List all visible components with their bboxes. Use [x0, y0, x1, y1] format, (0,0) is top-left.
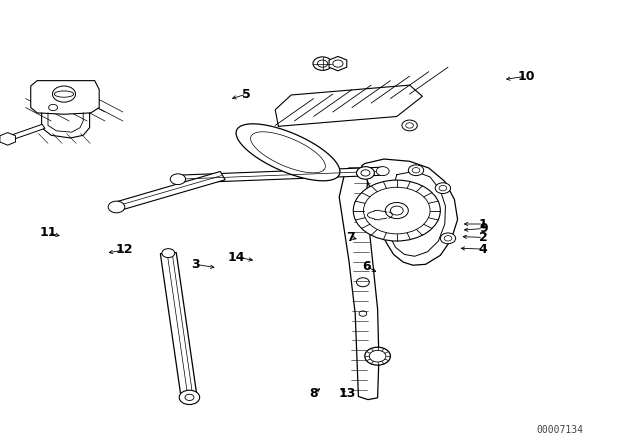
Text: 5: 5 — [242, 87, 251, 101]
Text: 11: 11 — [39, 226, 57, 240]
Polygon shape — [339, 168, 379, 400]
Circle shape — [170, 174, 186, 185]
Circle shape — [376, 167, 389, 176]
Circle shape — [162, 249, 175, 258]
Circle shape — [365, 347, 390, 365]
Polygon shape — [177, 167, 385, 183]
Circle shape — [52, 86, 76, 102]
Text: 4: 4 — [479, 242, 488, 256]
Circle shape — [313, 57, 332, 70]
Polygon shape — [362, 159, 458, 265]
Circle shape — [435, 183, 451, 194]
Text: 9: 9 — [479, 222, 488, 235]
Text: 8: 8 — [309, 387, 318, 400]
Text: 2: 2 — [479, 231, 488, 244]
Text: 13: 13 — [339, 387, 356, 400]
Polygon shape — [31, 81, 99, 114]
Circle shape — [402, 120, 417, 131]
Text: 7: 7 — [346, 231, 355, 244]
Circle shape — [108, 201, 125, 213]
Text: 00007134: 00007134 — [536, 425, 584, 435]
Circle shape — [440, 233, 456, 244]
Polygon shape — [113, 172, 225, 211]
Circle shape — [356, 278, 369, 287]
Polygon shape — [0, 133, 15, 145]
Text: 10: 10 — [517, 69, 535, 83]
Circle shape — [385, 202, 408, 219]
Text: 6: 6 — [362, 259, 371, 273]
Polygon shape — [6, 125, 45, 141]
Text: 3: 3 — [191, 258, 200, 271]
Circle shape — [356, 167, 374, 179]
Polygon shape — [161, 253, 197, 400]
Polygon shape — [236, 124, 340, 181]
Text: 1: 1 — [479, 217, 488, 231]
Text: 14: 14 — [228, 250, 246, 264]
Circle shape — [179, 390, 200, 405]
Polygon shape — [329, 56, 347, 71]
Circle shape — [408, 165, 424, 176]
Circle shape — [353, 180, 440, 241]
Text: 12: 12 — [116, 243, 134, 257]
